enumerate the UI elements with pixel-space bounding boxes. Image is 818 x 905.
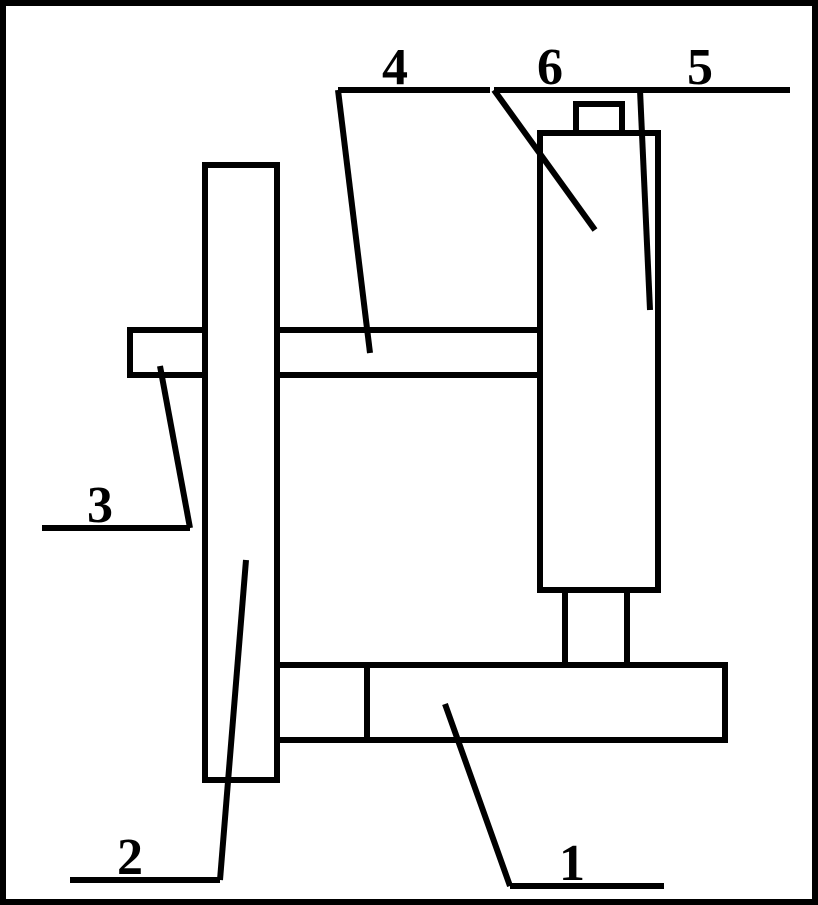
part-2-post xyxy=(205,165,277,780)
part-3-stub xyxy=(130,330,205,375)
part-pillar xyxy=(565,590,627,665)
label-5: 5 xyxy=(687,39,713,96)
part-1-base-right xyxy=(365,665,725,740)
part-4-connector xyxy=(277,330,545,375)
label-6: 6 xyxy=(537,39,563,96)
page-border xyxy=(3,3,815,902)
label-2: 2 xyxy=(117,829,143,886)
label-3: 3 xyxy=(87,477,113,534)
part-5-sleeve xyxy=(540,133,658,590)
label-1: 1 xyxy=(559,835,585,892)
label-4: 4 xyxy=(382,39,408,96)
